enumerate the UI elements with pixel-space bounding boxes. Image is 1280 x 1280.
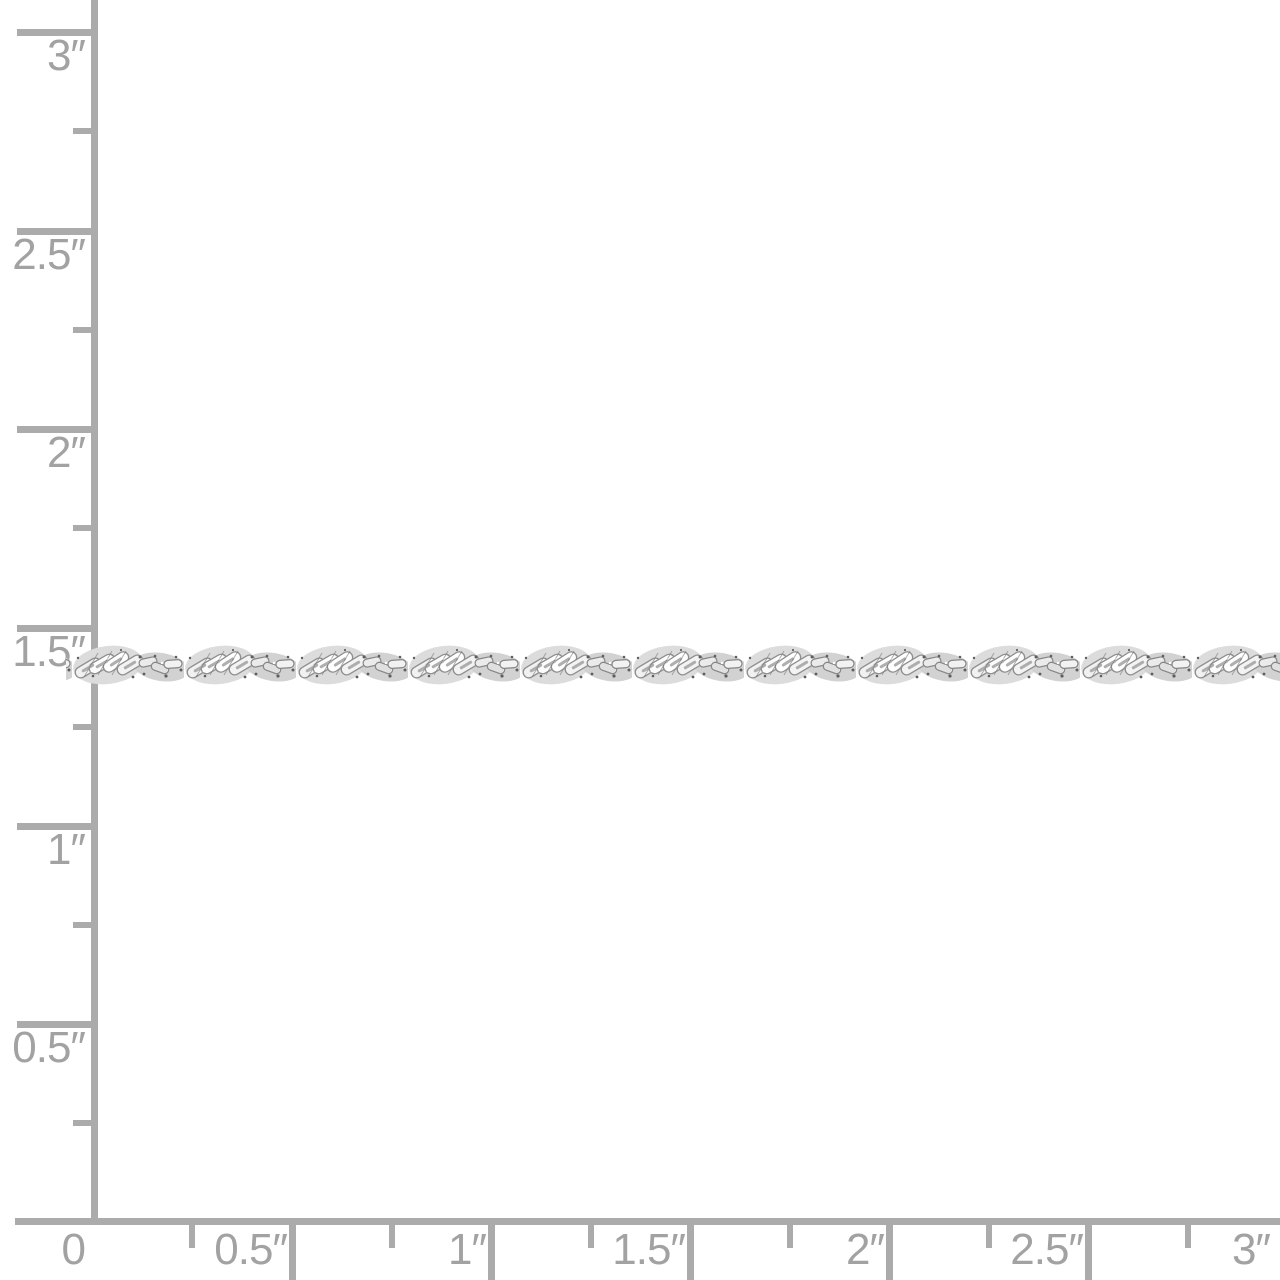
v-ruler-minor-tick [73, 724, 91, 730]
v-ruler-tick-0-5in [17, 1021, 91, 1028]
h-ruler-tick-2in [886, 1225, 893, 1280]
h-ruler-label-0: 0 [61, 1225, 87, 1274]
h-ruler-tick-2-5in [1085, 1225, 1092, 1280]
v-ruler-minor-tick [73, 327, 91, 333]
v-ruler-label-2-5in: 2.5″ [12, 230, 86, 279]
v-ruler-minor-tick [73, 128, 91, 134]
h-ruler-label-1-5in: 1.5″ [612, 1225, 686, 1274]
h-ruler-tick-1in [488, 1225, 495, 1280]
v-ruler-tick-1in [17, 823, 91, 830]
v-ruler-label-2in: 2″ [46, 428, 86, 477]
v-ruler-label-0-5in: 0.5″ [12, 1023, 86, 1072]
v-ruler-minor-tick [73, 1120, 91, 1126]
v-ruler-minor-tick [73, 922, 91, 928]
h-ruler-minor-tick [1185, 1225, 1191, 1248]
v-ruler-label-1in: 1″ [46, 825, 86, 874]
v-ruler-tick-3in [17, 29, 91, 36]
h-ruler-label-1in: 1″ [447, 1225, 487, 1274]
v-ruler-tick-2in [17, 426, 91, 433]
h-ruler-tick-0-5in [289, 1225, 296, 1280]
vertical-ruler-line [91, 0, 98, 1225]
v-ruler-tick-1-5in [17, 625, 91, 632]
h-ruler-minor-tick [389, 1225, 395, 1248]
h-ruler-label-2-5in: 2.5″ [1010, 1225, 1084, 1274]
chain-pattern-band [66, 637, 1280, 693]
h-ruler-label-2in: 2″ [845, 1225, 885, 1274]
h-ruler-minor-tick [787, 1225, 793, 1248]
v-ruler-label-3in: 3″ [46, 31, 86, 80]
h-ruler-minor-tick [588, 1225, 594, 1248]
v-ruler-minor-tick [73, 525, 91, 531]
h-ruler-tick-1-5in [687, 1225, 694, 1280]
v-ruler-tick-2-5in [17, 228, 91, 235]
h-ruler-minor-tick [189, 1225, 195, 1248]
h-ruler-label-3in: 3″ [1231, 1225, 1271, 1274]
singapore-chain-image [66, 637, 1280, 693]
h-ruler-label-0-5in: 0.5″ [214, 1225, 288, 1274]
h-ruler-minor-tick [986, 1225, 992, 1248]
horizontal-ruler-line [15, 1218, 1280, 1225]
